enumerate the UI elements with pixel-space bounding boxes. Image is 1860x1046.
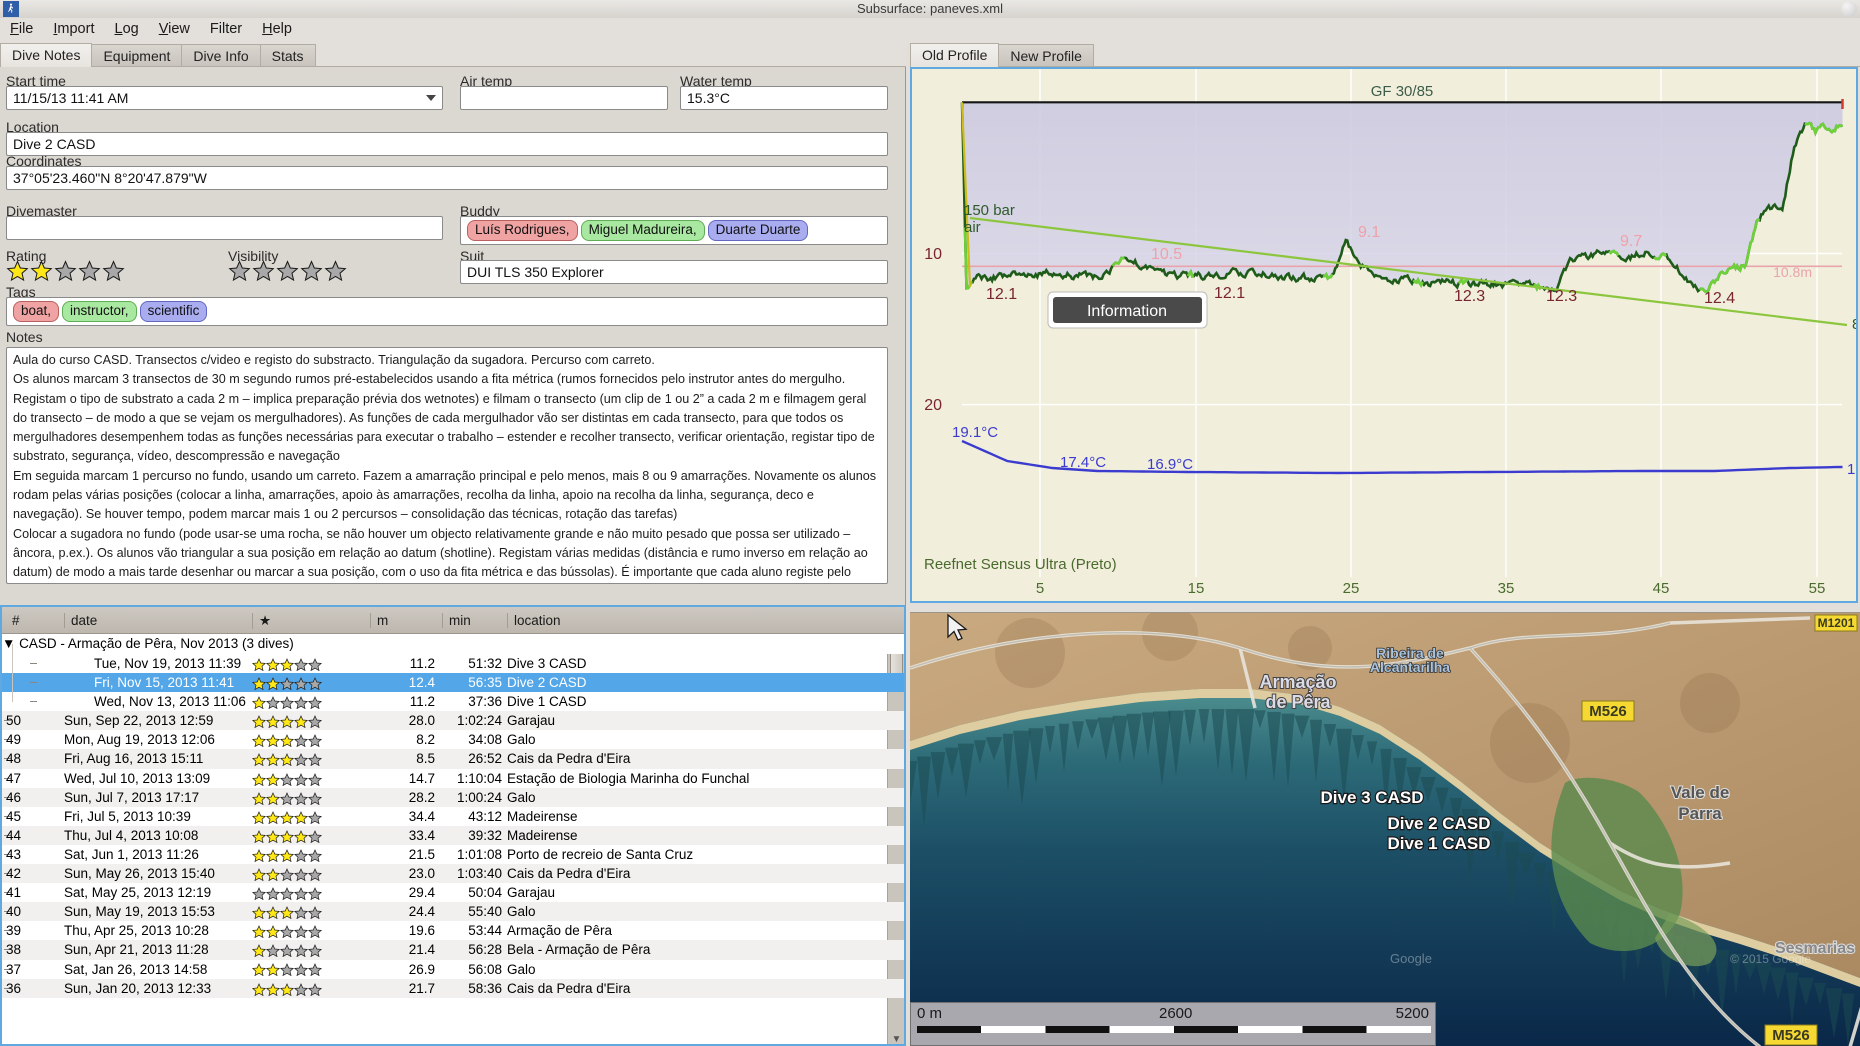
svg-text:M526: M526 bbox=[1772, 1027, 1810, 1044]
svg-text:Alcantarilha: Alcantarilha bbox=[1370, 659, 1450, 675]
svg-text:GF 30/85: GF 30/85 bbox=[1371, 83, 1434, 100]
svg-text:5: 5 bbox=[1036, 580, 1044, 597]
svg-text:19.1°C: 19.1°C bbox=[952, 424, 998, 441]
svg-text:M1201: M1201 bbox=[1818, 616, 1855, 630]
svg-text:150 bar: 150 bar bbox=[964, 202, 1015, 219]
svg-text:12.3: 12.3 bbox=[1454, 288, 1485, 305]
svg-text:Reefnet Sensus Ultra (Preto): Reefnet Sensus Ultra (Preto) bbox=[924, 556, 1117, 573]
svg-text:10.8m: 10.8m bbox=[1773, 264, 1812, 280]
svg-text:9.1: 9.1 bbox=[1358, 224, 1380, 241]
svg-text:Dive 3 CASD: Dive 3 CASD bbox=[1321, 788, 1424, 807]
svg-text:Parra: Parra bbox=[1678, 804, 1722, 823]
svg-text:12.4: 12.4 bbox=[1704, 290, 1735, 307]
svg-text:9.7: 9.7 bbox=[1620, 233, 1642, 250]
svg-text:55: 55 bbox=[1809, 580, 1826, 597]
svg-text:12.1: 12.1 bbox=[1214, 285, 1245, 302]
svg-text:35: 35 bbox=[1498, 580, 1515, 597]
svg-text:Dive 2 CASD: Dive 2 CASD bbox=[1388, 814, 1491, 833]
svg-text:air: air bbox=[964, 219, 981, 236]
svg-text:10.5: 10.5 bbox=[1151, 246, 1182, 263]
svg-text:M526: M526 bbox=[1589, 703, 1627, 720]
svg-text:17.4°C: 17.4°C bbox=[1060, 454, 1106, 471]
svg-text:16.9°C: 16.9°C bbox=[1147, 456, 1193, 473]
svg-text:de Pêra: de Pêra bbox=[1265, 692, 1331, 712]
svg-text:Dive 1 CASD: Dive 1 CASD bbox=[1388, 834, 1491, 853]
svg-text:20: 20 bbox=[924, 397, 942, 414]
svg-text:15: 15 bbox=[1188, 580, 1205, 597]
svg-text:80: 80 bbox=[1852, 316, 1858, 333]
svg-text:Google: Google bbox=[1390, 951, 1432, 966]
svg-text:25: 25 bbox=[1343, 580, 1360, 597]
svg-text:Information: Information bbox=[1087, 303, 1167, 320]
svg-text:Armação: Armação bbox=[1259, 672, 1336, 692]
svg-text:45: 45 bbox=[1653, 580, 1670, 597]
svg-text:16: 16 bbox=[1847, 461, 1858, 478]
svg-text:10: 10 bbox=[924, 246, 942, 263]
svg-text:© 2015 Google: © 2015 Google bbox=[1730, 952, 1811, 966]
svg-text:12.3: 12.3 bbox=[1546, 288, 1577, 305]
svg-text:12.1: 12.1 bbox=[986, 286, 1017, 303]
svg-text:Vale de: Vale de bbox=[1671, 783, 1730, 802]
